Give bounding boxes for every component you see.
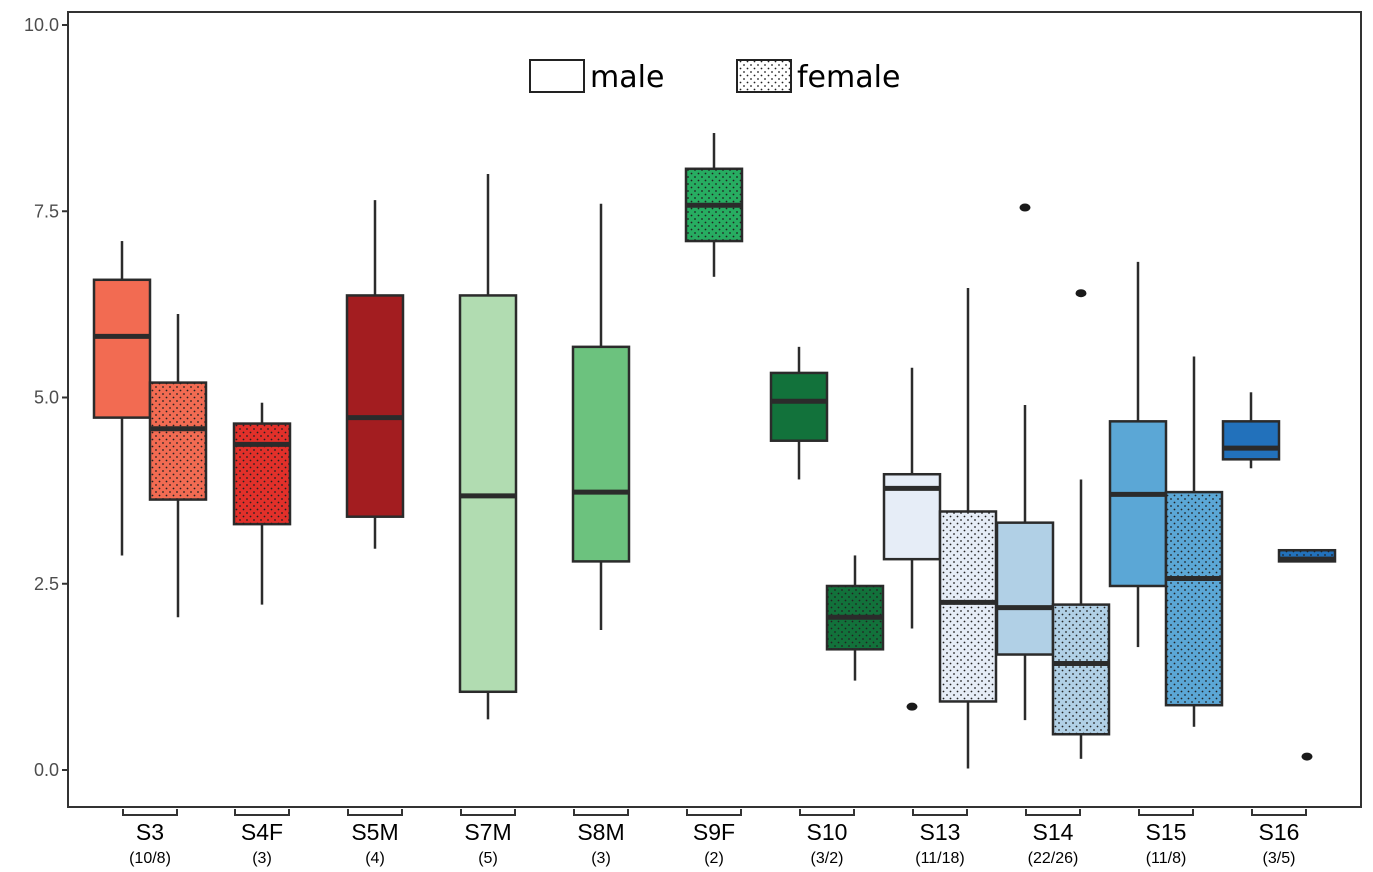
legend-label: male bbox=[590, 60, 664, 95]
outlier-point bbox=[1075, 289, 1087, 298]
x-group-bracket bbox=[122, 809, 178, 816]
x-category-label: S13 bbox=[920, 819, 961, 845]
x-group-s3: S3 (10/8) bbox=[122, 809, 178, 867]
box-s15-male bbox=[1108, 261, 1168, 648]
x-category-label: S7M bbox=[464, 819, 511, 845]
box-dot-pattern bbox=[1279, 550, 1335, 562]
box-body bbox=[571, 345, 631, 563]
plot-panel-border bbox=[67, 11, 1362, 808]
outlier-point bbox=[1301, 752, 1313, 761]
box-body bbox=[345, 294, 405, 518]
x-group-s5m: S5M(4) bbox=[347, 809, 403, 867]
x-category-label: S16 bbox=[1259, 819, 1300, 845]
x-count-label: (3) bbox=[591, 850, 611, 867]
box-s14-female bbox=[1051, 289, 1111, 759]
box-s14-male bbox=[995, 203, 1055, 721]
x-group-bracket bbox=[1251, 809, 1307, 816]
x-count-label: (4) bbox=[365, 850, 385, 867]
x-group-bracket bbox=[912, 809, 968, 816]
x-count-label: (11/8) bbox=[1146, 850, 1187, 867]
box-dot-pattern bbox=[234, 423, 290, 525]
box-s13-female bbox=[938, 287, 998, 769]
x-group-s13: S13 (11/18) bbox=[912, 809, 968, 867]
x-group-bracket bbox=[799, 809, 855, 816]
box-s10-male bbox=[769, 346, 829, 480]
x-count-label: (3) bbox=[252, 850, 272, 867]
x-group-bracket bbox=[1025, 809, 1081, 816]
x-category-label: S5M bbox=[351, 819, 398, 845]
boxes-layer bbox=[92, 133, 1337, 769]
x-count-label: (10/8) bbox=[129, 850, 171, 867]
x-group-bracket bbox=[460, 809, 516, 816]
x-count-label: (22/26) bbox=[1028, 850, 1079, 867]
legend-item-female: female bbox=[736, 59, 900, 95]
x-group-s7m: S7M(5) bbox=[460, 809, 516, 867]
legend: male female bbox=[529, 59, 900, 95]
x-group-bracket bbox=[686, 809, 742, 816]
box-dot-pattern bbox=[1166, 492, 1222, 706]
box-s8m-male bbox=[571, 203, 631, 630]
y-axis: 0.0 2.5 5.0 7.5 10.0 bbox=[24, 15, 68, 780]
x-category-label: S9F bbox=[693, 819, 735, 845]
x-count-label: (3/2) bbox=[811, 850, 844, 867]
y-tick-label: 2.5 bbox=[34, 574, 59, 594]
y-tick-label: 10.0 bbox=[24, 15, 59, 35]
x-count-label: (11/18) bbox=[915, 850, 965, 867]
legend-swatch-pattern bbox=[737, 60, 791, 92]
x-group-s9f: S9F(2) bbox=[686, 809, 742, 867]
x-count-label: (2) bbox=[704, 850, 724, 867]
box-s9f-female bbox=[684, 133, 744, 277]
x-group-s16: S16 (3/5) bbox=[1251, 809, 1307, 867]
legend-swatch bbox=[529, 59, 585, 93]
x-category-label: S14 bbox=[1033, 819, 1074, 845]
y-tick-label: 0.0 bbox=[34, 760, 59, 780]
x-group-s15: S15 (11/8) bbox=[1138, 809, 1194, 867]
x-group-bracket bbox=[1138, 809, 1194, 816]
box-body bbox=[92, 278, 152, 419]
outlier-point bbox=[906, 702, 918, 711]
x-group-bracket bbox=[234, 809, 290, 816]
box-dot-pattern bbox=[150, 382, 206, 500]
box-body bbox=[995, 521, 1055, 656]
box-s7m-male bbox=[458, 174, 518, 720]
box-body bbox=[1221, 420, 1281, 461]
x-group-s14: S14 (22/26) bbox=[1025, 809, 1081, 867]
x-category-label: S15 bbox=[1146, 819, 1187, 845]
y-tick-label: 7.5 bbox=[34, 201, 59, 221]
box-dot-pattern bbox=[940, 511, 996, 702]
x-category-label: S10 bbox=[807, 819, 848, 845]
box-s15-female bbox=[1164, 356, 1224, 727]
box-s4f-female bbox=[232, 402, 292, 605]
x-group-s10: S10 (3/2) bbox=[799, 809, 855, 867]
box-s16-male bbox=[1221, 392, 1281, 469]
box-dot-pattern bbox=[1053, 604, 1109, 735]
y-tick-label: 5.0 bbox=[34, 388, 59, 408]
box-s3-male bbox=[92, 241, 152, 556]
x-category-label: S3 bbox=[136, 819, 164, 845]
x-group-bracket bbox=[347, 809, 403, 816]
legend-item-male: male bbox=[529, 59, 664, 95]
x-category-label: S8M bbox=[577, 819, 624, 845]
outlier-point bbox=[1019, 203, 1031, 212]
x-group-s8m: S8M(3) bbox=[573, 809, 629, 867]
x-group-s4f: S4F(3) bbox=[234, 809, 290, 867]
box-body bbox=[1108, 420, 1168, 588]
legend-label: female bbox=[797, 60, 900, 95]
box-s10-female bbox=[825, 555, 885, 681]
box-body bbox=[769, 371, 829, 442]
x-group-bracket bbox=[573, 809, 629, 816]
x-category-label: S4F bbox=[241, 819, 283, 845]
x-count-label: (5) bbox=[478, 850, 498, 867]
box-s3-female bbox=[148, 314, 208, 618]
x-count-label: (3/5) bbox=[1263, 850, 1296, 867]
box-s13-male bbox=[882, 367, 942, 711]
box-s5m-male bbox=[345, 200, 405, 549]
box-s16-female bbox=[1277, 548, 1337, 761]
x-axis: S3(10/8)S4F(3)S5M(4)S7M(5)S8M(3)S9F(2)S1… bbox=[122, 809, 1307, 867]
